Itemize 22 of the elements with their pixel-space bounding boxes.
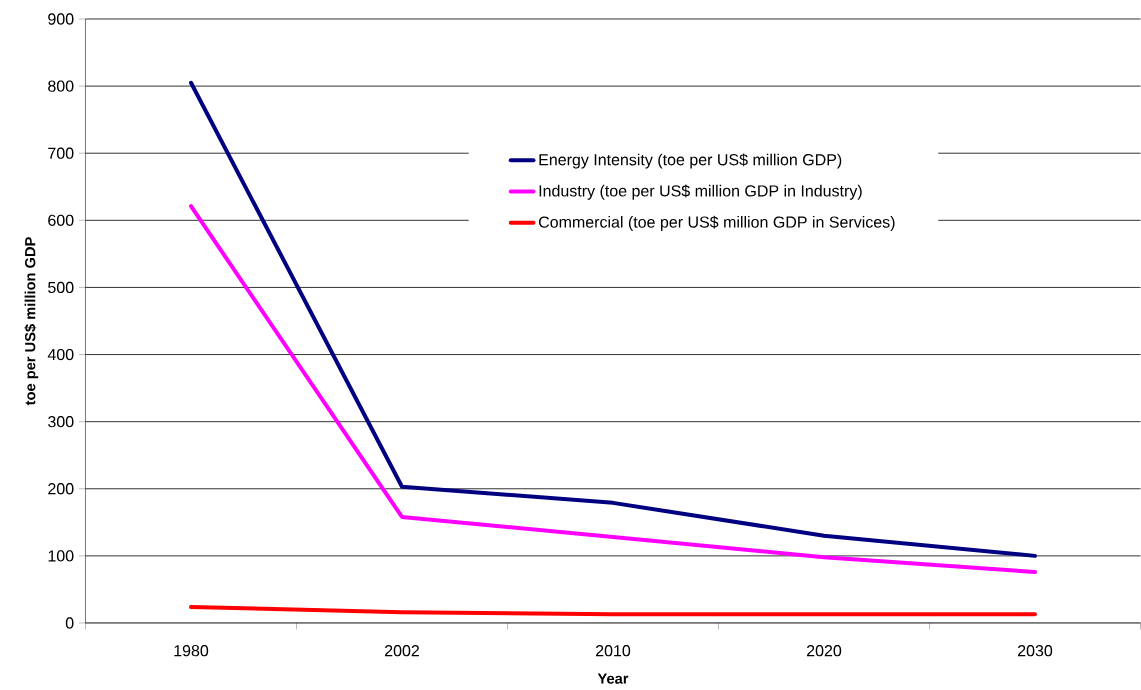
legend-label: Energy Intensity (toe per US$ million GDP) [539,153,842,169]
y-tick-label: 600 [48,214,74,226]
legend-label: Industry (toe per US$ million GDP in Industry) [539,184,862,200]
y-tick-label: 900 [48,13,74,25]
x-tick-label: 1980 [174,645,209,657]
x-tick-label: 2020 [806,645,842,657]
line-series [189,204,1037,574]
y-tick-label: 800 [48,80,74,92]
line-series [189,80,1037,558]
y-tick-label: 0 [65,617,74,629]
y-tick-label: 700 [48,147,74,159]
x-tick-label: 2030 [1018,645,1053,657]
legend-label: Commercial (toe per US$ million GDP in Services) [538,215,895,231]
y-tick-label: 200 [48,483,74,495]
x-tick-label: 2010 [595,645,631,657]
y-axis-title: toe per US$ million GDP [24,237,39,406]
x-tick-label: 2002 [385,645,419,657]
y-tick-label: 400 [47,348,74,361]
y-tick-label: 300 [48,416,74,428]
y-tick-label: 500 [48,281,74,294]
x-axis-title: Year [597,673,629,684]
y-tick-label: 100 [48,550,74,562]
